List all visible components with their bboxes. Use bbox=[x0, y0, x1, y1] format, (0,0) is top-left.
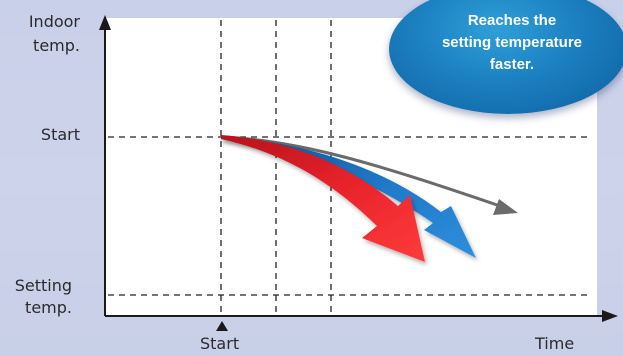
axes bbox=[104, 30, 604, 317]
x-start-label: Start bbox=[200, 334, 240, 353]
y-axis-title-line1: Indoor bbox=[28, 12, 80, 31]
fastest-curve bbox=[221, 135, 425, 262]
y-axis-title-line2: temp. bbox=[33, 36, 80, 55]
y-setting-label-line2: temp. bbox=[25, 298, 72, 317]
x-axis-arrowhead bbox=[602, 310, 618, 322]
start-marker bbox=[216, 321, 228, 331]
callout-text: Reaches the setting temperature faster. bbox=[441, 12, 583, 73]
conventional-arrowhead bbox=[493, 199, 518, 215]
y-setting-label-line1: Setting bbox=[14, 276, 72, 295]
guide-lines bbox=[108, 20, 590, 316]
y-start-label: Start bbox=[40, 125, 80, 144]
x-axis-title: Time bbox=[535, 334, 575, 353]
y-axis-arrowhead bbox=[99, 15, 111, 30]
callout-bubble bbox=[389, 0, 623, 114]
